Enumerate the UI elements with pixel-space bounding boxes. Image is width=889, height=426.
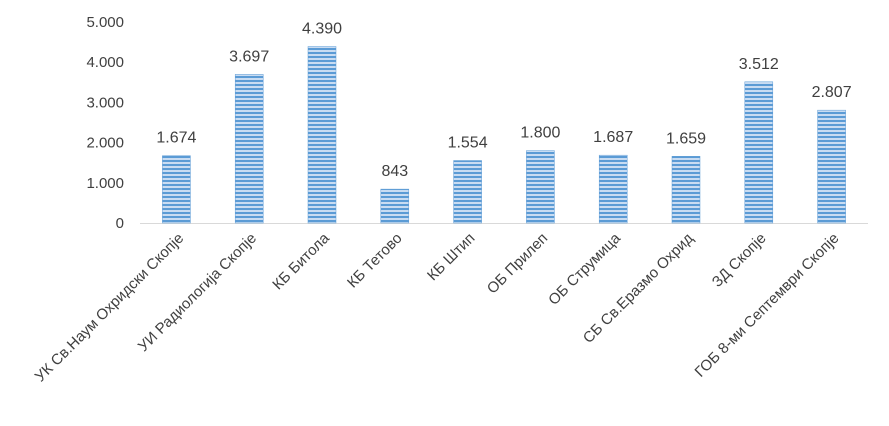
bar [817, 109, 846, 224]
bar [744, 81, 774, 224]
category-label: ОБ Прилеп [484, 230, 551, 297]
y-tick-label: 0 [116, 215, 124, 232]
category-label: УК Св.Наум Охридски Скопје [32, 230, 188, 386]
data-label: 843 [381, 163, 408, 180]
y-tick-label: 4.000 [86, 54, 124, 71]
category-label: ГОБ 8-ми Септември Скопје [692, 230, 843, 381]
data-label: 1.659 [666, 130, 706, 147]
data-label: 1.674 [156, 130, 196, 147]
data-label: 2.807 [812, 84, 852, 101]
category-label: ЗД Скопје [709, 230, 770, 291]
category-label: КБ Штип [424, 230, 478, 284]
y-tick-label: 5.000 [86, 14, 124, 31]
data-labels-group: 1.674 3.697 4.390 843 1.554 1.800 1.687 1.659 3.… [156, 21, 851, 181]
y-tick-label: 2.000 [86, 135, 124, 152]
data-label: 3.512 [739, 56, 779, 73]
bar [598, 154, 628, 224]
data-label: 3.697 [229, 48, 269, 65]
y-tick-label: 1.000 [86, 175, 124, 192]
category-label: УИ Радиологија Скопје [135, 230, 260, 355]
category-label: КБ Тетово [344, 230, 406, 292]
bar [162, 155, 191, 224]
bar [671, 156, 701, 224]
data-label: 4.390 [302, 21, 342, 38]
bar [453, 160, 482, 224]
bar [526, 150, 555, 224]
bar [234, 74, 264, 224]
bar [307, 46, 337, 224]
bars-group [162, 46, 846, 224]
y-tick-label: 3.000 [86, 94, 124, 111]
bar [380, 188, 410, 224]
data-label: 1.554 [448, 135, 488, 152]
category-label: ОБ Струмица [545, 229, 624, 308]
y-axis: 0 1.000 2.000 3.000 4.000 5.000 [86, 14, 124, 232]
data-label: 1.687 [593, 129, 633, 146]
category-label: КБ Битола [269, 229, 333, 293]
data-label: 1.800 [520, 125, 560, 142]
